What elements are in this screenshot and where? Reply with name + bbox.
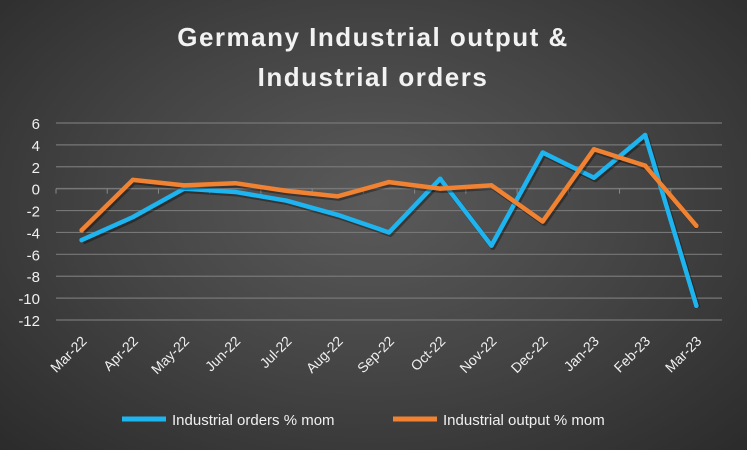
legend-label: Industrial output % mom [443,412,605,429]
data-point [489,183,494,188]
data-point [233,180,238,186]
data-point [79,228,84,233]
data-point [642,132,648,138]
data-point [438,176,443,182]
data-point [335,212,340,218]
data-point [694,223,699,229]
y-tick-label: 0 [32,182,40,199]
legend-label: Industrial orders % mom [172,412,335,429]
data-point [438,186,443,191]
x-tick-label: May-22 [148,333,192,377]
x-tick-label: Dec-22 [508,333,551,376]
x-tick-label: Sep-22 [354,333,397,376]
data-point [386,179,392,185]
data-point [642,163,648,168]
y-tick-label: 4 [32,138,40,155]
x-tick-label: Apr-22 [100,333,141,374]
data-point [540,150,545,155]
x-tick-label: Feb-23 [611,333,654,376]
data-point [489,243,494,248]
y-tick-label: -8 [27,269,40,286]
y-tick-label: 6 [32,116,40,133]
series-line-output [79,147,699,233]
y-tick-label: 2 [32,160,40,177]
data-point [694,303,699,308]
x-tick-label: Mar-22 [47,333,90,376]
x-tick-label: Oct-22 [407,333,448,374]
y-tick-label: -6 [27,247,40,264]
x-tick-label: Mar-23 [662,333,705,376]
data-point [386,230,392,235]
chart-title-line-2: Industrial orders [258,62,489,92]
data-point [591,175,597,180]
y-tick-label: -2 [27,204,40,221]
data-point [130,177,136,183]
series-line-orders [79,132,699,309]
x-tick-label: Jul-22 [256,333,294,371]
x-tick-label: Aug-22 [303,333,346,376]
data-point [130,214,136,220]
data-point [591,147,597,152]
y-tick-label: -4 [27,225,40,242]
data-point [284,198,289,203]
data-point [540,219,545,224]
chart-title-line-1: Germany Industrial output & [177,22,569,52]
y-tick-label: -10 [18,291,40,308]
data-point [181,183,187,188]
data-point [79,237,84,243]
data-point [335,194,340,199]
data-point [284,188,289,194]
x-tick-label: Jan-23 [560,333,602,375]
x-tick-label: Nov-22 [456,333,499,376]
x-tick-label: Jun-22 [202,333,244,375]
data-point [233,189,238,195]
y-tick-label: -12 [18,313,40,330]
series-shadow [82,134,701,309]
